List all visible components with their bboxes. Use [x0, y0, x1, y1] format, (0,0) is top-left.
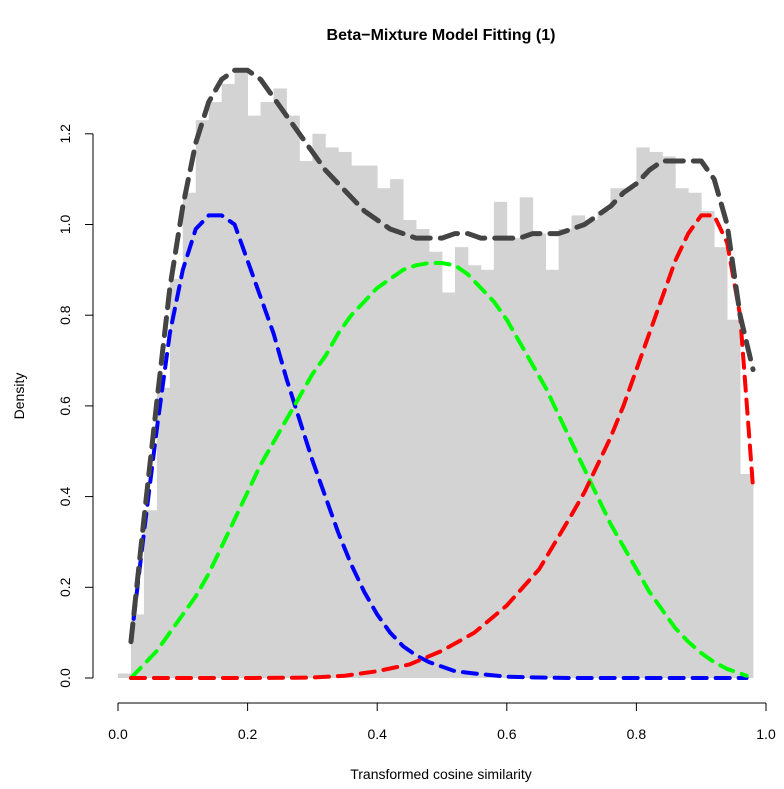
histogram-bar — [416, 229, 430, 679]
chart-title: Beta−Mixture Model Fitting (1) — [327, 27, 556, 44]
histogram-bar — [714, 247, 728, 678]
y-axis: 0.0 0.2 0.4 0.6 0.8 1.0 1.2 — [57, 124, 94, 688]
histogram-bar — [312, 133, 326, 679]
histogram-bar — [610, 188, 624, 678]
y-tick-label: 0.0 — [57, 668, 73, 688]
histogram-bar — [156, 387, 171, 678]
histogram-bar — [208, 102, 223, 679]
histogram-bar — [662, 156, 676, 679]
x-axis: 0.0 0.2 0.4 0.6 0.8 1.0 — [108, 702, 776, 742]
histogram-bar — [519, 197, 534, 679]
histogram-bar — [403, 219, 417, 678]
x-tick-label: 0.4 — [367, 726, 387, 742]
histogram-bar — [636, 147, 650, 678]
y-tick-label: 1.2 — [57, 124, 73, 144]
histogram-bar — [325, 147, 339, 678]
y-tick-label: 1.0 — [57, 215, 73, 235]
histogram-bar — [442, 292, 456, 678]
histogram-bar — [532, 233, 547, 678]
histogram-bar — [506, 238, 521, 679]
x-axis-label: Transformed cosine similarity — [350, 766, 532, 782]
histogram-bar — [364, 165, 378, 679]
histogram-bar — [467, 265, 482, 678]
histogram-bar — [649, 151, 663, 678]
histogram-bar — [584, 219, 598, 678]
density-curves — [128, 67, 756, 680]
y-tick-label: 0.8 — [57, 305, 73, 325]
x-tick-label: 0.6 — [497, 726, 517, 742]
histogram-bar — [454, 247, 469, 678]
component-3-curve — [128, 213, 756, 680]
component-2-curve — [128, 261, 749, 680]
histogram-bar — [234, 70, 248, 678]
y-axis-label: Density — [11, 373, 27, 420]
y-tick-label: 0.4 — [57, 487, 73, 507]
component-1-curve — [128, 213, 749, 680]
mixture-curve — [128, 67, 756, 645]
histogram-bar — [221, 83, 236, 678]
histogram-bar — [390, 179, 404, 678]
histogram-bar — [688, 192, 702, 678]
x-tick-label: 0.0 — [108, 726, 128, 742]
histogram-bar — [597, 210, 611, 678]
histogram-bar — [623, 188, 637, 678]
histogram-bar — [182, 192, 197, 678]
histogram-bar — [727, 319, 741, 678]
histogram-bar — [429, 251, 443, 678]
histogram-bar — [545, 269, 560, 678]
histogram-bar — [169, 278, 184, 678]
histogram-bar — [558, 229, 572, 679]
x-tick-label: 0.8 — [627, 726, 647, 742]
histogram-bar — [480, 269, 495, 678]
histogram-bar — [351, 165, 365, 679]
histogram-bar — [273, 88, 287, 678]
histogram-bar — [338, 151, 352, 678]
histogram-bar — [118, 673, 132, 678]
histogram-bar — [299, 161, 313, 678]
histogram-bar — [571, 215, 585, 678]
histogram-bar — [493, 201, 508, 678]
histogram-bar — [701, 210, 715, 678]
histogram-bar — [260, 102, 274, 679]
histogram-bar — [195, 120, 210, 678]
histogram-bar — [740, 473, 754, 678]
x-tick-label: 0.2 — [238, 726, 258, 742]
y-tick-label: 0.2 — [57, 577, 73, 597]
histogram-bar — [143, 510, 158, 678]
x-tick-label: 1.0 — [756, 726, 776, 742]
histogram-bar — [377, 188, 391, 678]
y-tick-label: 0.6 — [57, 396, 73, 416]
histogram — [118, 70, 754, 679]
histogram-bar — [247, 115, 261, 678]
histogram-bar — [675, 188, 689, 678]
